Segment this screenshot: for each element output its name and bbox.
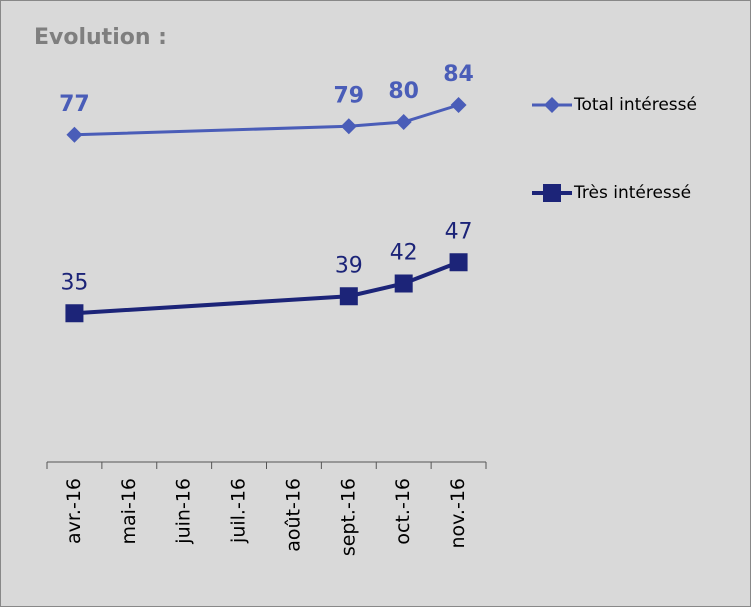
data-label: 42 xyxy=(390,241,418,266)
point-marker xyxy=(66,126,83,143)
point-marker xyxy=(65,304,84,323)
point-marker xyxy=(450,97,467,113)
series-line xyxy=(74,103,460,137)
x-tick-label: août-16 xyxy=(282,478,304,552)
point-marker xyxy=(340,118,357,135)
x-tick-label: mai-16 xyxy=(118,478,140,544)
data-label: 47 xyxy=(445,219,473,244)
series-line xyxy=(74,260,460,316)
point-marker xyxy=(394,274,413,293)
point-marker xyxy=(339,287,358,306)
x-tick-label: juil.-16 xyxy=(228,478,250,544)
data-label: 79 xyxy=(334,83,365,108)
x-tick-label: avr.-16 xyxy=(63,478,85,544)
legend-label: Très intéressé xyxy=(573,183,691,203)
x-tick-label: sept.-16 xyxy=(337,478,359,556)
point-marker xyxy=(395,114,412,130)
point-marker xyxy=(449,253,468,272)
x-tick-label: juin-16 xyxy=(173,478,195,545)
legend-label: Total intéressé xyxy=(573,95,697,115)
data-label: 84 xyxy=(443,62,474,87)
data-label: 35 xyxy=(60,270,88,295)
legend-marker xyxy=(543,184,561,202)
legend-marker xyxy=(544,97,560,113)
data-label: 80 xyxy=(388,79,419,104)
data-label: 39 xyxy=(335,253,363,278)
x-tick-label: oct.-16 xyxy=(392,478,414,545)
data-label: 77 xyxy=(59,92,90,117)
x-tick-label: nov.-16 xyxy=(447,478,469,549)
chart-title: Evolution : xyxy=(34,25,167,50)
